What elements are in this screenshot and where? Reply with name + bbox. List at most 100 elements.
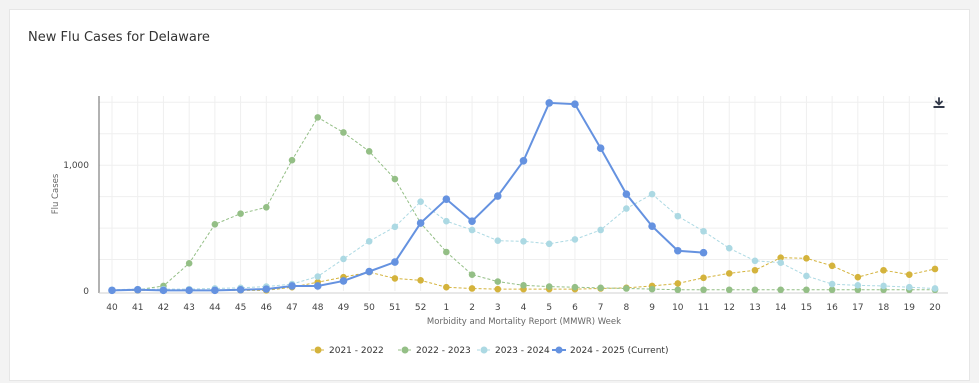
legend-item[interactable]: 2023 - 2024 (477, 346, 550, 356)
data-point[interactable] (211, 221, 219, 228)
data-point[interactable] (905, 283, 913, 291)
data-point[interactable] (313, 282, 322, 290)
data-point[interactable] (159, 286, 168, 295)
data-point[interactable] (263, 204, 270, 211)
data-point[interactable] (648, 190, 656, 198)
data-point[interactable] (288, 282, 296, 290)
data-point[interactable] (571, 100, 579, 108)
data-point[interactable] (777, 286, 784, 294)
data-point[interactable] (700, 274, 707, 282)
data-point[interactable] (777, 259, 784, 266)
data-point[interactable] (365, 238, 373, 245)
data-point[interactable] (880, 282, 887, 290)
data-point[interactable] (622, 190, 631, 198)
data-point[interactable] (828, 262, 836, 270)
data-point[interactable] (597, 284, 604, 292)
data-point[interactable] (493, 192, 502, 200)
data-point[interactable] (391, 175, 399, 183)
data-point[interactable] (417, 277, 424, 284)
data-point[interactable] (674, 280, 682, 287)
data-point[interactable] (571, 283, 579, 291)
data-point[interactable] (391, 258, 399, 266)
data-point[interactable] (854, 273, 862, 281)
data-point[interactable] (391, 275, 399, 282)
data-point[interactable] (880, 266, 887, 274)
data-point[interactable] (519, 156, 528, 165)
data-point[interactable] (314, 273, 322, 280)
data-point[interactable] (443, 283, 450, 291)
data-point[interactable] (623, 205, 630, 212)
data-point[interactable] (133, 285, 142, 294)
data-point[interactable] (725, 244, 733, 252)
data-point[interactable] (803, 286, 810, 294)
legend-item[interactable]: 2022 - 2023 (398, 346, 471, 356)
data-point[interactable] (699, 248, 708, 257)
data-point[interactable] (828, 280, 836, 288)
data-point[interactable] (751, 257, 759, 265)
data-point[interactable] (545, 283, 553, 290)
data-point[interactable] (520, 282, 527, 289)
data-point[interactable] (185, 286, 193, 295)
data-point[interactable] (905, 271, 913, 278)
data-point[interactable] (725, 270, 733, 277)
data-point[interactable] (648, 285, 656, 293)
legend-item[interactable]: 2024 - 2025 (Current) (552, 346, 668, 356)
data-point[interactable] (391, 223, 399, 231)
data-point[interactable] (597, 226, 604, 234)
data-point[interactable] (211, 286, 219, 295)
data-point[interactable] (185, 260, 193, 267)
data-point[interactable] (803, 272, 810, 280)
data-point[interactable] (494, 237, 502, 244)
legend-item[interactable]: 2021 - 2022 (311, 346, 384, 356)
data-point[interactable] (468, 271, 476, 278)
data-point[interactable] (725, 286, 733, 294)
series-4 (108, 99, 708, 295)
data-point[interactable] (365, 267, 373, 276)
data-point[interactable] (494, 278, 502, 285)
data-point[interactable] (468, 285, 476, 292)
data-point[interactable] (520, 238, 527, 245)
data-point[interactable] (340, 255, 347, 263)
data-point[interactable] (700, 286, 707, 294)
data-point[interactable] (571, 236, 579, 243)
legend-label: 2024 - 2025 (Current) (570, 346, 668, 356)
data-point[interactable] (468, 217, 476, 225)
data-point[interactable] (700, 227, 707, 235)
data-point[interactable] (339, 277, 348, 285)
data-point[interactable] (237, 210, 244, 217)
data-point[interactable] (365, 148, 373, 155)
data-point[interactable] (108, 286, 116, 295)
data-point[interactable] (931, 265, 939, 273)
data-point[interactable] (442, 195, 451, 203)
data-point[interactable] (931, 285, 939, 292)
data-point[interactable] (443, 248, 450, 256)
data-point[interactable] (416, 219, 425, 227)
data-point[interactable] (777, 254, 784, 261)
data-point[interactable] (262, 285, 271, 293)
data-point[interactable] (803, 254, 810, 262)
data-point[interactable] (751, 286, 759, 294)
data-point[interactable] (545, 99, 554, 107)
data-point[interactable] (417, 198, 424, 205)
x-tick-label: 11 (698, 303, 709, 313)
data-point[interactable] (751, 266, 759, 274)
data-point[interactable] (854, 282, 862, 289)
data-point[interactable] (674, 246, 682, 255)
data-point[interactable] (443, 217, 450, 225)
data-point[interactable] (468, 226, 476, 234)
data-point[interactable] (596, 144, 605, 153)
data-point[interactable] (674, 212, 682, 220)
data-point[interactable] (648, 222, 656, 231)
y-tick-label: 1,000 (63, 161, 89, 171)
data-point[interactable] (545, 240, 553, 248)
data-point[interactable] (236, 285, 245, 294)
download-icon[interactable] (931, 95, 947, 111)
data-point[interactable] (674, 286, 682, 294)
data-point[interactable] (623, 285, 630, 292)
data-point[interactable] (288, 156, 296, 164)
data-point[interactable] (314, 114, 322, 121)
data-point[interactable] (494, 285, 502, 293)
x-tick-label: 14 (775, 303, 787, 313)
data-point[interactable] (828, 286, 836, 294)
data-point[interactable] (340, 129, 347, 136)
